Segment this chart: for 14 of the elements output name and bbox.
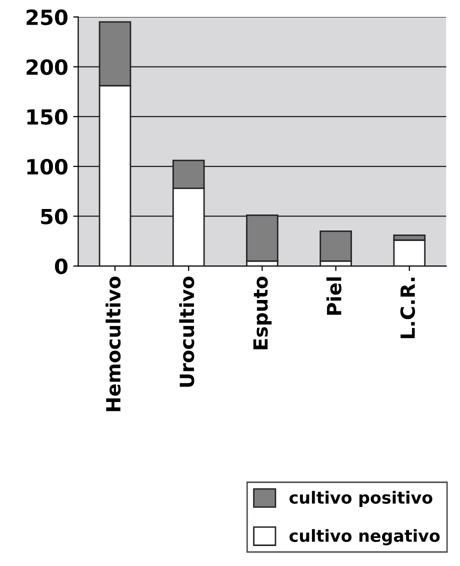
- x-tick-label: Piel: [326, 277, 342, 315]
- y-tick-label: 100: [27, 158, 68, 175]
- x-tick-label: L.C.R.: [400, 278, 416, 338]
- x-tick-label: Esputo: [253, 276, 272, 350]
- legend-label: cultivo positivo: [290, 490, 432, 508]
- legend-label: cultivo negativo: [290, 529, 440, 546]
- x-tick-label: Hemocultivo: [106, 276, 121, 412]
- y-tick-label: 150: [27, 109, 68, 125]
- bar: [320, 230, 352, 262]
- y-tick-label: 250: [26, 9, 68, 26]
- y-tick-label: 0: [54, 258, 68, 274]
- x-tick-label: Urocultivo: [179, 276, 194, 387]
- y-tick-label: 200: [26, 59, 68, 75]
- y-tick-label: 50: [41, 208, 68, 224]
